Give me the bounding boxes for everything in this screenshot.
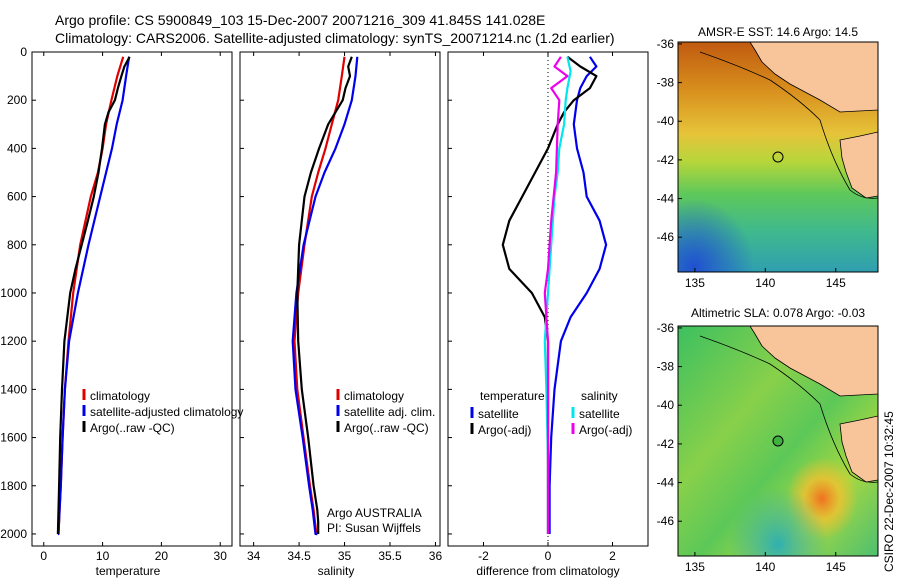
- map-xtick-label: 135: [685, 560, 705, 574]
- difference-series-line: [543, 56, 572, 534]
- map-xtick-label: 135: [685, 276, 705, 290]
- argo-australia-annotation: Argo AUSTRALIA: [327, 506, 422, 520]
- legend-label: Argo(-adj): [579, 423, 632, 437]
- legend-label: climatology: [90, 389, 150, 403]
- sst-map-yticks: -36 -38 -40 -42 -44 -46: [657, 37, 682, 244]
- mainland-land: [749, 42, 878, 113]
- map-ytick-label: -40: [657, 398, 675, 412]
- salinity-xlabel: salinity: [318, 564, 355, 578]
- map-ytick-label: -40: [657, 114, 675, 128]
- legend-label: satellite: [478, 407, 519, 421]
- difference-xticks: -2 0 2: [448, 51, 616, 563]
- sla-map-xticks: 135 140 145: [685, 552, 846, 574]
- map-xtick-label: 145: [826, 276, 846, 290]
- temperature-yticks: 0 200 400 600 800 1000 1200 1400 1600 1800 2000: [0, 45, 36, 541]
- temperature-ytick-label: 0: [20, 45, 27, 59]
- map-ytick-label: -36: [657, 37, 675, 51]
- temperature-ytick-label: 1400: [0, 382, 27, 396]
- map-xtick-label: 145: [826, 560, 846, 574]
- legend-label: Argo(-adj): [478, 423, 531, 437]
- temperature-ytick-label: 600: [7, 190, 27, 204]
- temperature-series-line: [57, 56, 131, 536]
- header-line-1: Argo profile: CS 5900849_103 15-Dec-2007…: [55, 12, 545, 28]
- temperature-ytick-label: 1000: [0, 286, 27, 300]
- temperature-xticks: 0 10 20 30: [40, 52, 227, 563]
- sst-map-xticks: 135 140 145: [685, 268, 846, 290]
- temperature-ytick-label: 800: [7, 238, 27, 252]
- salinity-xtick-label: 34.5: [287, 549, 311, 563]
- sla-map: Altimetric SLA: 0.078 Argo: -0.03 135 140…: [657, 306, 879, 574]
- salinity-series-line: [291, 56, 359, 536]
- temperature-xtick-label: 20: [155, 549, 169, 563]
- map-ytick-label: -44: [657, 192, 675, 206]
- float-position-marker: [772, 151, 784, 163]
- salinity-xtick-label: 35: [338, 549, 352, 563]
- map-ytick-label: -44: [657, 476, 675, 490]
- map-ytick-label: -36: [657, 321, 675, 335]
- temperature-ytick-label: 2000: [0, 527, 27, 541]
- map-ytick-label: -38: [657, 76, 675, 90]
- temperature-ytick-label: 1600: [0, 431, 27, 445]
- sla-map-title: Altimetric SLA: 0.078 Argo: -0.03: [691, 306, 865, 320]
- temperature-legend: climatology satellite-adjusted climatolog…: [82, 389, 243, 435]
- temperature-ytick-label: 200: [7, 93, 27, 107]
- salinity-legend: climatology satellite adj. clim. Argo(..ra…: [336, 389, 435, 435]
- map-xtick-label: 140: [755, 560, 775, 574]
- temperature-series-line: [57, 56, 125, 536]
- salinity-series-line: [296, 56, 353, 534]
- salinity-series: [291, 56, 359, 536]
- header-line-2: Climatology: CARS2006. Satellite-adjuste…: [55, 30, 615, 46]
- map-ytick-label: -42: [657, 437, 675, 451]
- temperature-xtick-label: 0: [40, 549, 47, 563]
- difference-panel: -2 0 2 difference from climatology tempera…: [447, 51, 649, 578]
- shelf-contour: [699, 335, 878, 483]
- map-xtick-label: 140: [755, 276, 775, 290]
- legend-label: Argo(..raw -QC): [344, 421, 429, 435]
- map-ytick-label: -42: [657, 153, 675, 167]
- difference-xtick-label: 2: [609, 549, 616, 563]
- temperature-series-line: [56, 56, 131, 535]
- legend-label: climatology: [344, 389, 404, 403]
- difference-series-line: [543, 56, 569, 534]
- difference-series-line: [548, 56, 608, 534]
- legend-heading: temperature: [480, 389, 545, 403]
- temperature-ytick-label: 1200: [0, 334, 27, 348]
- sst-map-title: AMSR-E SST: 14.6 Argo: 14.5: [698, 25, 858, 39]
- legend-label: Argo(..raw -QC): [90, 421, 175, 435]
- float-position-marker: [772, 435, 784, 447]
- salinity-xtick-label: 34: [247, 549, 261, 563]
- map-ytick-label: -46: [657, 230, 675, 244]
- legend-label: satellite: [579, 407, 620, 421]
- map-ytick-label: -38: [657, 360, 675, 374]
- difference-legend: temperature satellite Argo(-adj) salinity sa…: [470, 389, 632, 437]
- difference-xlabel: difference from climatology: [476, 564, 619, 578]
- temperature-xtick-label: 10: [96, 549, 110, 563]
- legend-label: satellite-adjusted climatology: [90, 405, 243, 419]
- salinity-xtick-label: 36: [429, 549, 443, 563]
- temperature-xtick-label: 30: [214, 549, 228, 563]
- difference-series: [501, 55, 608, 534]
- shelf-contour: [699, 51, 878, 199]
- temperature-panel: 0 200 400 600 800 1000 1200 1400 1600 1800 2000 0 1…: [0, 45, 243, 578]
- temperature-series: [56, 56, 131, 536]
- salinity-xtick-label: 35.5: [378, 549, 402, 563]
- difference-xtick-label: -2: [478, 549, 489, 563]
- temperature-ytick-label: 400: [7, 141, 27, 155]
- pi-annotation: PI: Susan Wijffels: [327, 521, 421, 535]
- salinity-xticks: 34 34.5 35 35.5 36: [240, 51, 443, 563]
- temperature-xlabel: temperature: [96, 564, 161, 578]
- legend-heading: salinity: [581, 389, 618, 403]
- salinity-panel: 34 34.5 35 35.5 36 salinity climatology satel…: [239, 51, 443, 578]
- sst-map: AMSR-E SST: 14.6 Argo: 14.5 135 140 145 -3…: [657, 25, 879, 290]
- mainland-land: [749, 326, 878, 397]
- map-ytick-label: -46: [657, 514, 675, 528]
- legend-label: satellite adj. clim.: [344, 405, 435, 419]
- difference-xtick-label: 0: [545, 549, 552, 563]
- salinity-series-line: [293, 56, 346, 536]
- credit-text: CSIRO 22-Dec-2007 10:32:45: [882, 411, 896, 572]
- sla-map-yticks: -36 -38 -40 -42 -44 -46: [657, 321, 682, 528]
- temperature-ytick-label: 1800: [0, 479, 27, 493]
